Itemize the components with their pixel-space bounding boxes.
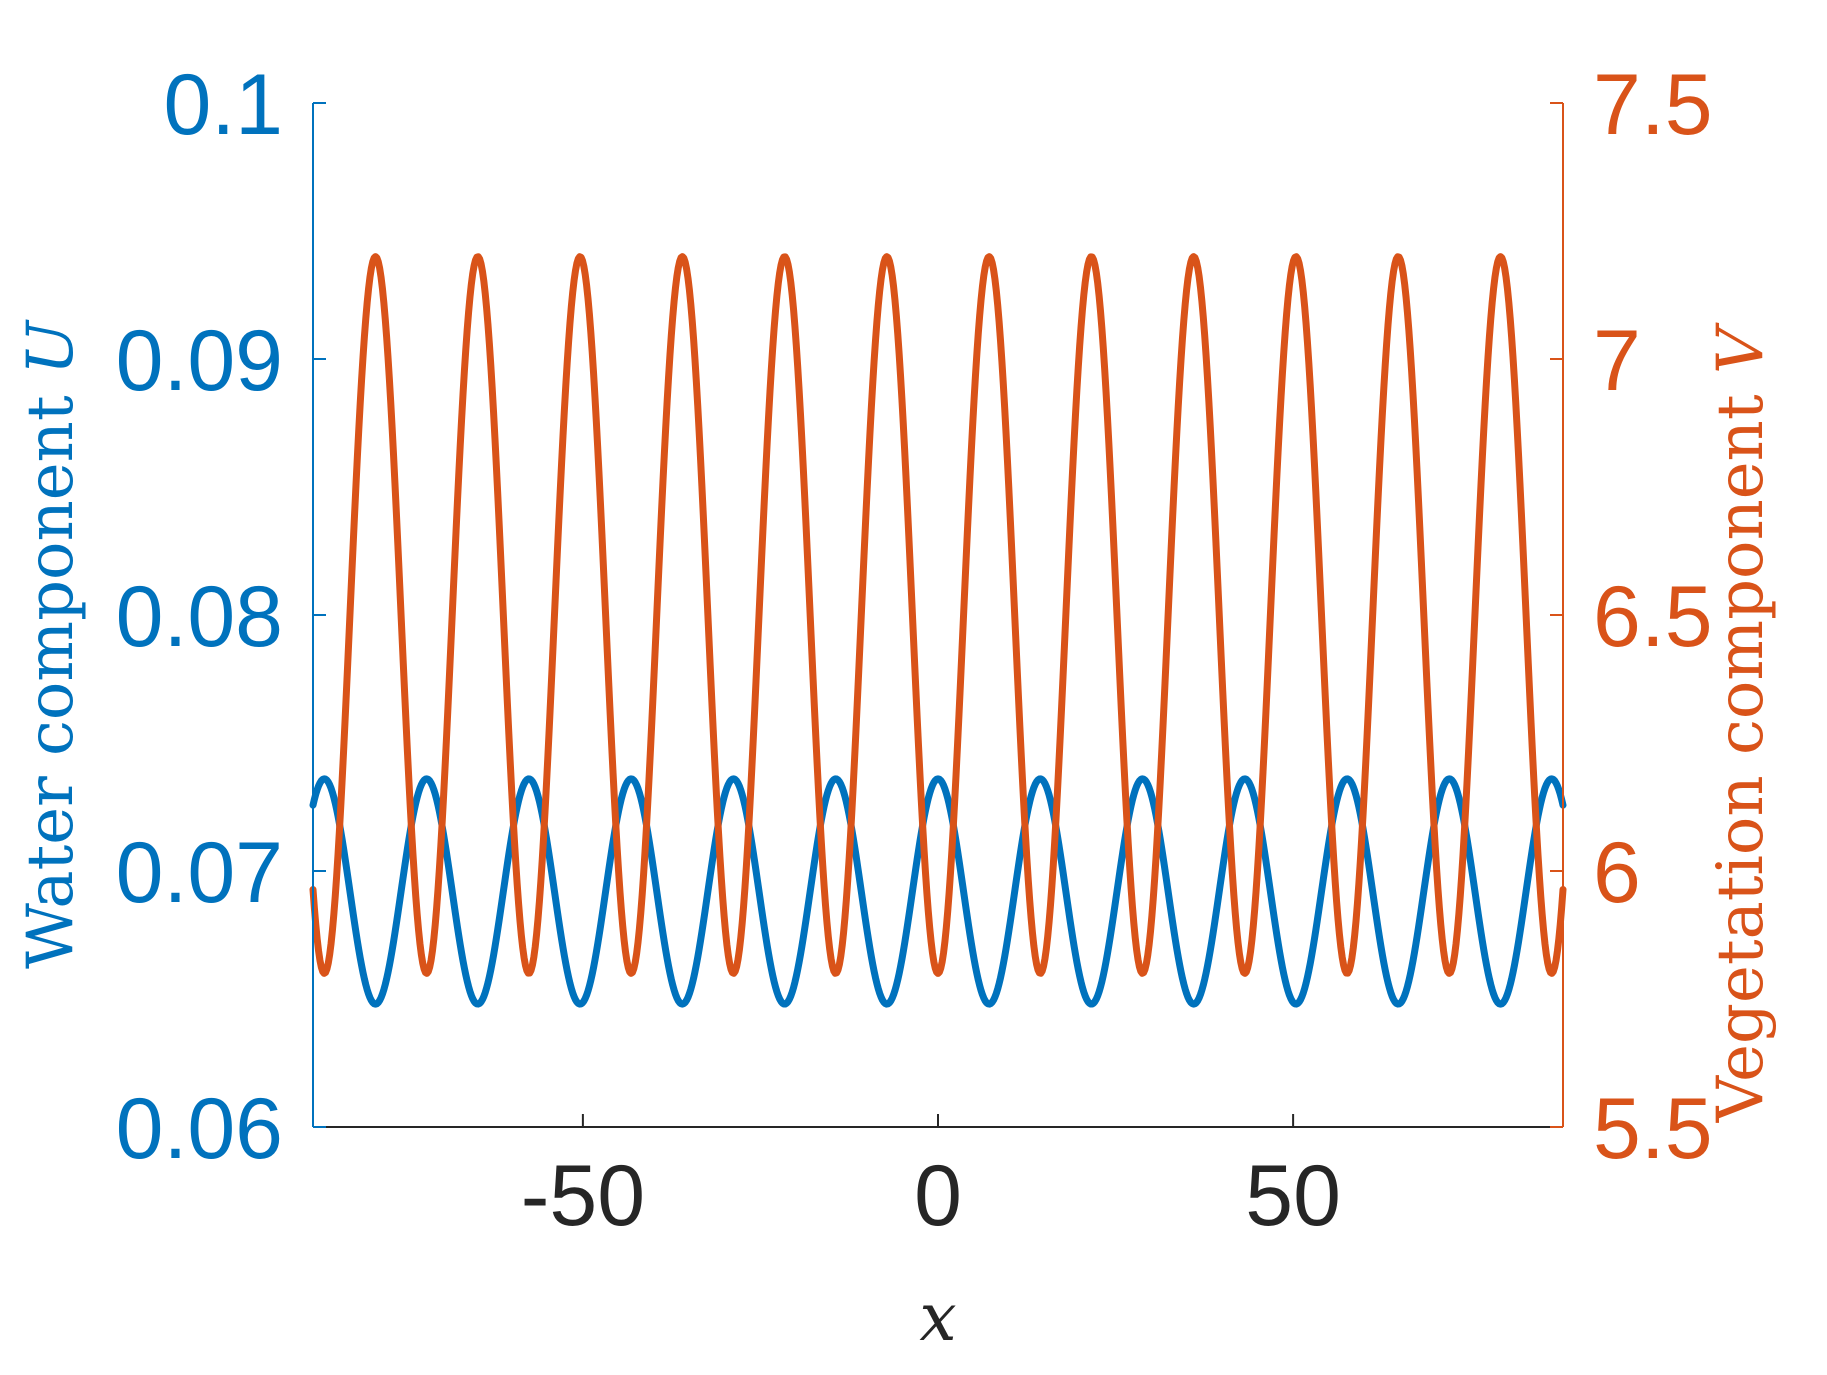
right-y-axis-label-var: V	[1704, 322, 1778, 374]
x-axis-label: x	[919, 1279, 956, 1356]
left-y-tick-label: 0.09	[116, 313, 283, 409]
series-line-vegetation-v	[309, 253, 1567, 977]
x-tick-label: 50	[1245, 1148, 1341, 1244]
right-y-axis-label: Vegetation component V	[1704, 322, 1778, 1123]
series-layer	[309, 253, 1567, 1008]
left-y-tick-label: 0.07	[116, 825, 283, 921]
right-y-axis-label-text: Vegetation component	[1704, 374, 1778, 1123]
right-y-tick-label: 6.5	[1593, 569, 1713, 665]
right-y-tick-label: 6	[1593, 825, 1641, 921]
left-y-tick-label: 0.06	[116, 1081, 283, 1177]
right-y-tick-label: 5.5	[1593, 1081, 1713, 1177]
x-tick-label: 0	[914, 1148, 962, 1244]
left-y-tick-label: 0.08	[116, 569, 283, 665]
left-y-axis-label: Water component U	[14, 319, 88, 969]
series-line-water-u	[309, 775, 1567, 1008]
x-tick-label: -50	[521, 1148, 645, 1244]
ticks-layer: -50 0 50 0.06 0.07 0.08 0.09 0.1 5.5 6 6.5 7 7.5	[116, 57, 1713, 1244]
labels-layer: x Water component U Vegetation component…	[14, 319, 1778, 1356]
left-y-tick-label: 0.1	[163, 57, 283, 153]
right-y-tick-label: 7	[1593, 313, 1641, 409]
right-y-tick-label: 7.5	[1593, 57, 1713, 153]
left-y-axis-label-var: U	[14, 319, 88, 375]
left-y-axis-label-text: Water component	[14, 375, 88, 969]
